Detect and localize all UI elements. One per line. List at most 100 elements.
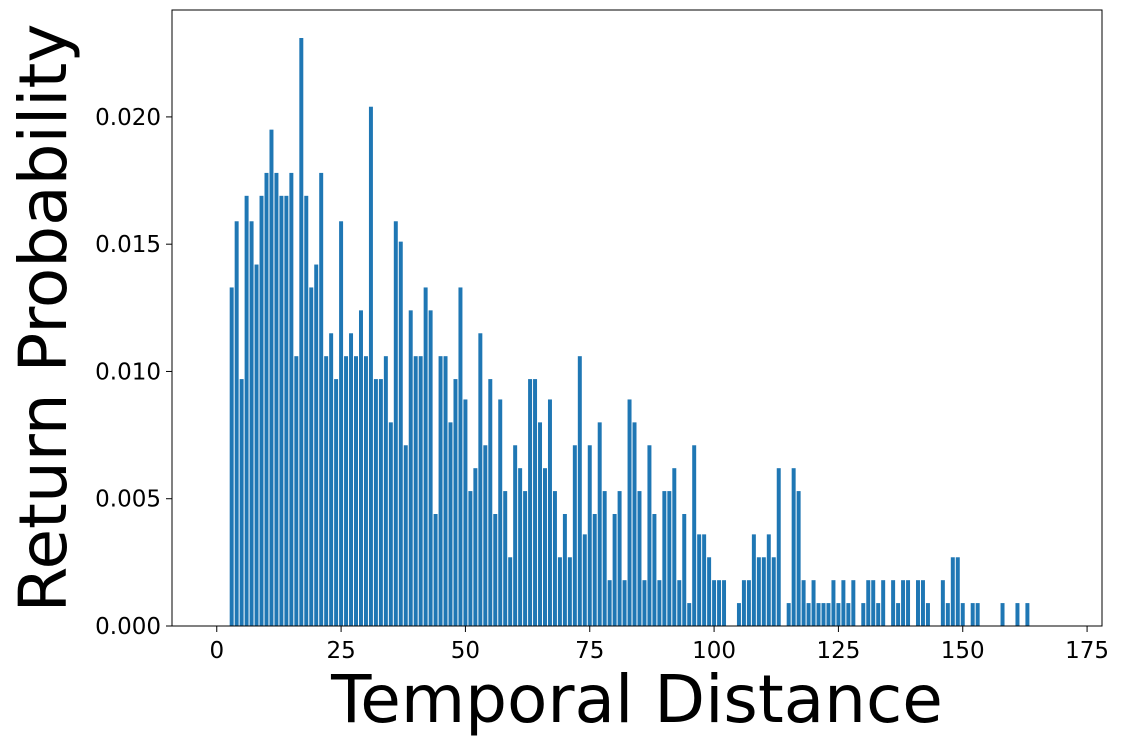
bar <box>488 379 493 626</box>
bar <box>672 468 677 626</box>
bar <box>612 514 617 626</box>
bar <box>483 445 488 626</box>
bar <box>518 468 523 626</box>
bar <box>523 491 528 626</box>
x-tick-label: 50 <box>451 638 480 664</box>
bar <box>712 580 717 626</box>
bar <box>314 264 319 626</box>
y-tick-label: 0.015 <box>95 232 161 258</box>
bar <box>1015 603 1020 626</box>
bar <box>254 264 259 626</box>
bar <box>945 603 950 626</box>
bar <box>632 422 637 626</box>
bar <box>697 534 702 626</box>
y-tick-label: 0.005 <box>95 487 161 513</box>
bar <box>428 310 433 626</box>
bar <box>413 356 418 626</box>
bar <box>975 603 980 626</box>
bar <box>702 534 707 626</box>
bar <box>891 580 896 626</box>
bar <box>1000 603 1005 626</box>
bar <box>408 310 413 626</box>
bar <box>418 356 423 626</box>
bar <box>354 356 358 626</box>
bar <box>1025 603 1030 626</box>
bar <box>383 356 388 626</box>
bar <box>458 287 463 626</box>
x-tick-label: 75 <box>575 638 604 664</box>
bar <box>662 491 667 626</box>
bar <box>403 445 408 626</box>
bar <box>443 356 448 626</box>
bar <box>473 468 478 626</box>
bar <box>776 468 781 626</box>
bar <box>592 514 597 626</box>
bar <box>334 379 339 626</box>
y-tick-label: 0.000 <box>95 614 161 640</box>
bar <box>940 580 945 626</box>
bar <box>761 557 766 626</box>
bar <box>607 580 612 626</box>
bar <box>393 221 398 627</box>
bar <box>955 557 960 626</box>
bar <box>388 422 393 626</box>
bar <box>279 195 284 626</box>
bar <box>766 534 771 626</box>
bar <box>498 399 503 626</box>
bar <box>677 580 682 626</box>
bar <box>259 195 264 626</box>
bar <box>950 557 955 626</box>
bar <box>368 106 373 626</box>
y-axis-label: Return Probability <box>5 24 82 613</box>
bar <box>463 399 468 626</box>
bar <box>378 379 383 626</box>
bar <box>398 241 403 627</box>
y-tick-label: 0.010 <box>95 359 161 385</box>
bar <box>508 557 513 626</box>
bar <box>627 399 632 626</box>
bar <box>269 129 274 627</box>
bar <box>538 422 543 626</box>
bar <box>617 491 622 626</box>
bar <box>841 580 846 626</box>
bar <box>791 468 796 626</box>
bar <box>547 399 552 626</box>
bar <box>751 534 756 626</box>
bar <box>871 580 876 626</box>
bar <box>667 491 672 626</box>
bar <box>582 534 587 626</box>
bar <box>244 195 249 626</box>
bar <box>423 287 428 626</box>
bar <box>846 603 851 626</box>
bar <box>831 580 836 626</box>
bar <box>567 557 572 626</box>
bar <box>896 603 901 626</box>
bar <box>801 580 806 626</box>
bar <box>736 603 741 626</box>
bar <box>876 603 881 626</box>
bar <box>562 514 567 626</box>
y-tick-label: 0.020 <box>95 105 161 131</box>
bar <box>826 603 831 626</box>
bar <box>811 580 816 626</box>
bar <box>861 603 866 626</box>
bar <box>264 172 269 626</box>
bar <box>304 195 309 626</box>
bar <box>916 580 920 626</box>
bar <box>587 445 592 626</box>
bar <box>274 172 279 626</box>
x-tick-label: 125 <box>816 638 860 664</box>
bar <box>722 580 727 626</box>
bar <box>572 445 577 626</box>
bar <box>851 580 856 626</box>
bar <box>533 379 538 626</box>
bar <box>597 422 602 626</box>
bar <box>448 422 453 626</box>
bar <box>717 580 722 626</box>
bar <box>552 491 557 626</box>
bar <box>294 356 299 626</box>
bar <box>339 221 344 627</box>
x-tick-label: 0 <box>209 638 224 664</box>
bar <box>821 603 826 626</box>
bar <box>329 333 334 626</box>
